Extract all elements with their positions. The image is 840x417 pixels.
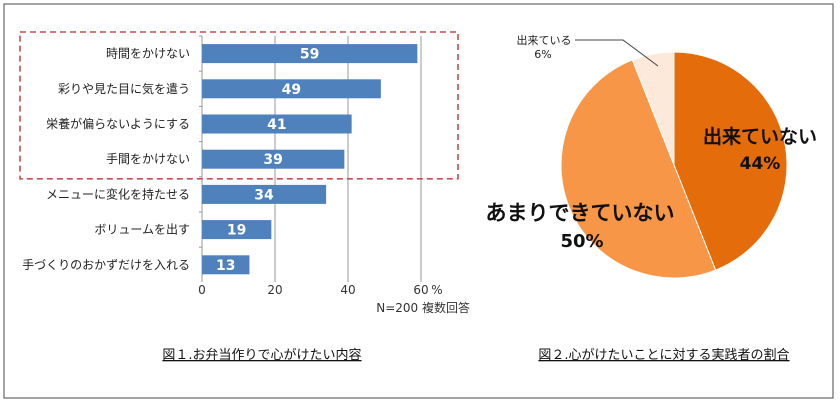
frame [3,3,834,399]
x-tick-label: 20 [267,283,282,297]
pie-chart-caption: 図２.心がけたいことに対する実践者の割合 [538,347,789,363]
x-tick-label: 60 [413,283,428,297]
data-label: 59 [300,47,319,63]
bar [202,79,381,99]
bar-chart-caption: 図１.お弁当作りで心がけたい内容 [162,347,361,363]
sample-note: N=200 複数回答 [376,300,470,315]
pie-slice [673,51,788,271]
category-label: 時間をかけない [106,47,190,61]
data-label: 19 [227,223,246,239]
bar-chart: 0 20 40 60 % 時間をかけない 59 彩りや見た目に気を遣う 49 栄養が偏らないように… [19,31,470,315]
slice-value-label: 50% [560,231,603,252]
x-tick-label: 40 [340,283,355,297]
data-label: 41 [267,117,286,133]
bar [202,114,352,134]
slice-value-label: 6% [534,48,551,61]
category-label: 栄養が偏らないようにする [46,116,190,131]
slice-value-label: 44% [740,154,781,174]
data-label: 13 [216,258,235,274]
bar [202,44,418,64]
pie-slice [560,59,717,279]
bar [202,255,250,275]
category-label: 手間をかけない [106,152,190,166]
bar [202,184,327,204]
x-unit-label: % [431,283,442,297]
data-label: 39 [263,152,282,168]
pie-slice [631,51,675,166]
highlight-box [19,31,459,180]
category-label: 彩りや見た目に気を遣う [58,81,190,96]
bar [202,149,345,169]
data-label: 49 [282,82,301,98]
category-label: ボリュームを出す [94,223,190,237]
slice-label: 出来ている [517,33,572,47]
slice-label: 出来ていない [703,125,817,148]
data-label: 34 [254,187,274,203]
category-label: 手づくりのおかずだけを入れる [22,258,190,272]
x-tick-label: 0 [198,283,206,297]
leader-line [575,39,659,67]
category-label: メニューに変化を持たせる [46,186,190,201]
bar [202,220,272,240]
slice-label: あまりできていない [486,201,675,225]
